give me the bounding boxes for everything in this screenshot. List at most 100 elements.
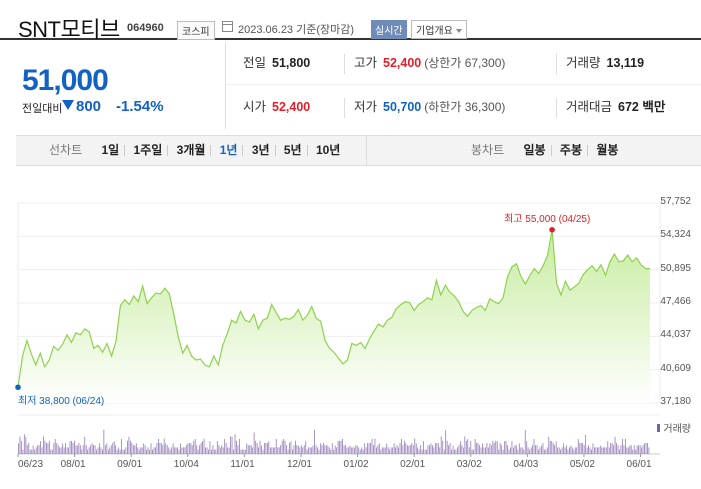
price-change-percent: -1.54%: [116, 98, 164, 115]
volume-bar: [627, 447, 629, 454]
volume-bar: [290, 441, 292, 454]
volume-bar: [174, 447, 176, 454]
volume-bar: [384, 447, 386, 454]
volume-bar: [54, 439, 56, 454]
volume-bar: [268, 441, 270, 454]
calendar-icon: [222, 21, 233, 32]
period-3m[interactable]: 3개월: [176, 143, 206, 157]
volume-bar: [300, 445, 302, 454]
volume-bar: [23, 434, 25, 454]
volume-bar: [579, 443, 581, 454]
volume-bar: [451, 449, 452, 454]
volume-bar: [247, 445, 249, 454]
volume-bar: [483, 447, 485, 454]
volume-bar: [362, 449, 364, 454]
volume-bar: [395, 447, 396, 454]
volume-bar: [295, 440, 296, 454]
volume-bar: [311, 447, 313, 454]
volume-bar: [595, 447, 597, 454]
realtime-button[interactable]: 실시간: [371, 20, 407, 39]
volume-bar: [280, 445, 282, 454]
volume-bar: [443, 449, 445, 454]
volume-bar: [34, 449, 36, 454]
volume-bar: [560, 449, 561, 454]
volume-bar: [331, 443, 333, 454]
volume-bar: [118, 447, 120, 454]
volume-bar: [490, 445, 492, 454]
volume-bar: [244, 449, 246, 454]
x-tick-label: 11/01: [230, 459, 255, 470]
candle-daily[interactable]: 일봉: [523, 143, 546, 157]
period-10y[interactable]: 10년: [315, 143, 341, 157]
stat-label: 저가: [354, 100, 378, 114]
volume-bar: [63, 447, 65, 454]
volume-bar: [614, 436, 616, 454]
volume-bar: [629, 445, 631, 454]
volume-bar: [557, 447, 559, 454]
period-1w[interactable]: 1주일: [133, 143, 163, 157]
volume-bar: [206, 447, 208, 454]
volume-bar: [636, 445, 638, 454]
volume-bar: [573, 449, 575, 454]
volume-bar: [504, 441, 506, 454]
volume-bar: [236, 440, 237, 454]
volume-bar: [377, 445, 379, 454]
volume-bar: [632, 449, 634, 454]
stat-value: 52,400: [272, 100, 311, 114]
period-1y[interactable]: 1년: [219, 143, 238, 157]
volume-bar: [630, 445, 632, 454]
volume-bar: [566, 445, 567, 454]
volume-bar: [305, 441, 307, 454]
volume-bar: [343, 445, 345, 454]
candle-monthly[interactable]: 월봉: [596, 143, 619, 157]
volume-bar: [127, 440, 128, 454]
volume-bar: [72, 443, 74, 454]
volume-bar: [243, 449, 245, 454]
volume-bar: [200, 443, 202, 454]
period-1d[interactable]: 1일: [101, 143, 120, 157]
price-date: 2023.06.23 기준(장마감): [238, 24, 355, 36]
volume-bar: [237, 445, 239, 454]
volume-bar: [349, 445, 351, 454]
volume-bar: [404, 440, 405, 454]
volume-bar: [175, 447, 177, 454]
volume-bar: [286, 445, 287, 454]
volume-bar: [622, 439, 623, 454]
volume-bar: [100, 447, 102, 454]
candle-weekly[interactable]: 주봉: [559, 143, 582, 157]
period-3y[interactable]: 3년: [251, 143, 270, 157]
volume-bar: [66, 447, 68, 454]
volume-bar: [442, 440, 444, 454]
volume-bar: [171, 447, 173, 454]
volume-bar: [82, 445, 84, 454]
volume-bar: [177, 447, 178, 454]
volume-bar: [134, 445, 136, 454]
volume-bar: [68, 447, 69, 454]
volume-bar: [51, 449, 53, 454]
volume-bar: [448, 445, 450, 454]
volume-bar: [321, 445, 323, 454]
price-chart[interactable]: 최고 55,000 (04/25) 최저 38,800 (06/24) 거래량 …: [0, 175, 701, 489]
volume-bar: [542, 443, 544, 454]
volume-bar: [262, 449, 264, 454]
volume-bar: [94, 445, 96, 454]
volume-bar: [368, 443, 370, 454]
volume-bar: [591, 449, 592, 454]
volume-bar: [533, 439, 535, 454]
volume-bar: [346, 447, 348, 454]
volume-bar: [610, 443, 612, 454]
y-tick-label: 37,180: [660, 396, 691, 407]
company-info-dropdown[interactable]: 기업개요: [411, 20, 467, 39]
volume-bar: [138, 449, 140, 454]
period-5y[interactable]: 5년: [283, 143, 302, 157]
volume-bar: [47, 443, 49, 454]
stock-header: SNT모티브 064960 코스피 2023.06.23 기준(장마감) 실시간…: [0, 0, 701, 42]
volume-bar: [604, 447, 606, 454]
change-label: 전일대비: [22, 103, 63, 115]
volume-bar: [150, 443, 152, 454]
x-tick-label: 06/01: [626, 459, 652, 470]
stat-value: 13,119: [606, 56, 645, 70]
volume-bar: [128, 436, 130, 454]
volume-bar: [160, 443, 162, 454]
volume-bar: [510, 447, 511, 454]
